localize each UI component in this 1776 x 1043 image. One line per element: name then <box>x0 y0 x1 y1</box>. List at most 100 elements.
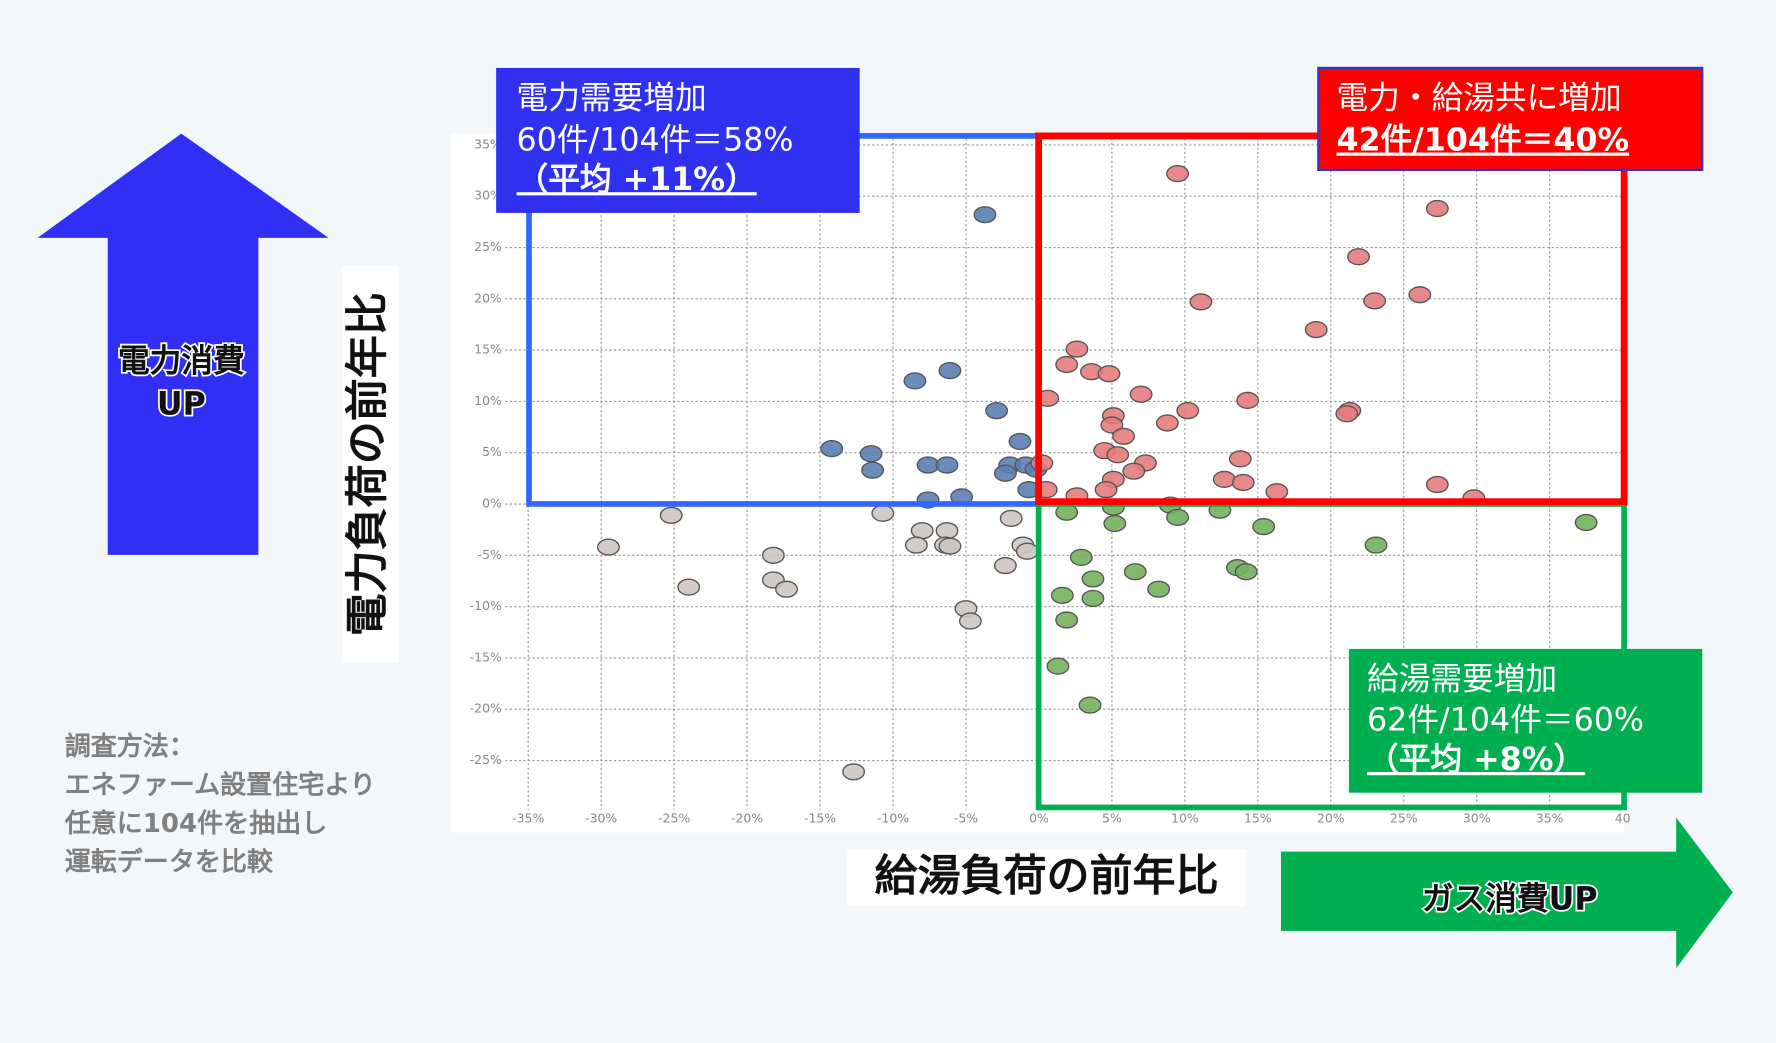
point <box>1236 391 1260 410</box>
point <box>597 538 620 556</box>
point <box>1408 286 1432 304</box>
y-tick-label: 35% <box>474 136 502 151</box>
point <box>677 578 701 596</box>
point <box>1046 657 1070 675</box>
point <box>1425 475 1449 494</box>
y-tick-label: 25% <box>474 239 502 254</box>
point <box>1335 405 1359 423</box>
point <box>985 402 1009 420</box>
x-tick-label: -5% <box>954 810 978 825</box>
callout-text: （平均 +8%） <box>1367 742 1585 778</box>
point <box>938 537 962 555</box>
note: 調査方法： <box>65 731 195 762</box>
callout <box>1317 66 1704 172</box>
point <box>775 580 798 598</box>
point <box>935 522 959 540</box>
point <box>1008 432 1032 451</box>
point <box>871 504 895 522</box>
point <box>820 440 844 458</box>
right-arrow <box>1280 817 1733 969</box>
point <box>1103 514 1127 533</box>
y-tick-label: 10% <box>474 393 502 408</box>
point <box>1065 340 1089 358</box>
callout-text: 給湯需要増加 <box>1367 662 1557 698</box>
x-tick-label: 30% <box>1463 810 1491 825</box>
point <box>1166 508 1190 526</box>
x-tick-label: -20% <box>731 810 763 825</box>
point <box>1212 470 1236 489</box>
point <box>659 506 683 524</box>
point <box>1234 563 1258 581</box>
point <box>1231 473 1255 492</box>
callout-text: 60件/104件＝58% <box>517 123 794 159</box>
y-tick-label: -10% <box>470 598 502 613</box>
point <box>1100 416 1124 434</box>
arrow-label: 電力消費 <box>118 343 245 379</box>
point <box>1176 402 1200 420</box>
point <box>1574 513 1598 532</box>
point <box>1189 293 1213 311</box>
point <box>1081 570 1105 588</box>
callout-text: （平均 +11%） <box>517 162 757 198</box>
callout <box>1348 648 1703 793</box>
point <box>1265 483 1289 501</box>
point <box>1425 199 1449 218</box>
y-tick-label: 20% <box>474 290 502 305</box>
note: 任意に104件を抽出し <box>64 808 328 839</box>
y-axis-label: 電力負荷の前年比 <box>343 292 393 636</box>
point <box>903 372 927 390</box>
x-tick-label: -15% <box>804 810 836 825</box>
point <box>1112 427 1136 445</box>
point <box>993 556 1017 575</box>
y-tick-label: 15% <box>474 342 502 357</box>
point <box>1050 586 1074 604</box>
point <box>1015 542 1039 560</box>
point <box>1094 481 1118 499</box>
x-tick-label: 15% <box>1244 810 1272 825</box>
x-tick-label: -35% <box>512 810 544 825</box>
callout-text: 電力需要増加 <box>517 81 707 117</box>
point <box>1097 365 1121 383</box>
point <box>1147 580 1171 598</box>
point <box>904 536 928 554</box>
point <box>1155 414 1179 432</box>
y-tick-label: -15% <box>470 649 502 664</box>
point <box>910 522 934 540</box>
arrow-label: UP <box>157 386 206 422</box>
point <box>1364 536 1388 554</box>
xlabel-bg <box>847 849 1246 906</box>
point <box>1069 548 1093 566</box>
x-tick-label: -10% <box>877 810 909 825</box>
note: 運転データを比較 <box>65 846 274 877</box>
point <box>1228 450 1252 468</box>
x-tick-label: 40 <box>1615 810 1631 825</box>
up-arrow <box>37 133 329 555</box>
point <box>1055 611 1079 629</box>
point <box>1055 355 1079 374</box>
y-tick-label: -20% <box>470 701 502 716</box>
point <box>993 464 1017 482</box>
point <box>1123 563 1147 581</box>
y-tick-label: 0% <box>482 496 502 511</box>
x-axis-label: 給湯負荷の前年比 <box>874 851 1218 901</box>
x-tick-label: 25% <box>1390 810 1418 825</box>
x-tick-label: -30% <box>585 810 617 825</box>
x-tick-label: 0% <box>1029 810 1049 825</box>
point <box>1078 696 1102 714</box>
point <box>1363 292 1387 310</box>
point <box>1081 589 1105 608</box>
point <box>861 461 885 479</box>
point <box>935 456 959 474</box>
point <box>1347 248 1370 266</box>
point <box>859 445 883 463</box>
point <box>916 456 940 474</box>
x-tick-label: 10% <box>1171 810 1199 825</box>
ylabel-bg <box>342 266 399 663</box>
note: エネファーム設置住宅より <box>65 769 376 800</box>
point <box>761 546 785 564</box>
point <box>958 612 982 630</box>
point <box>1122 462 1146 480</box>
x-tick-label: -25% <box>658 810 690 825</box>
point <box>938 362 962 380</box>
